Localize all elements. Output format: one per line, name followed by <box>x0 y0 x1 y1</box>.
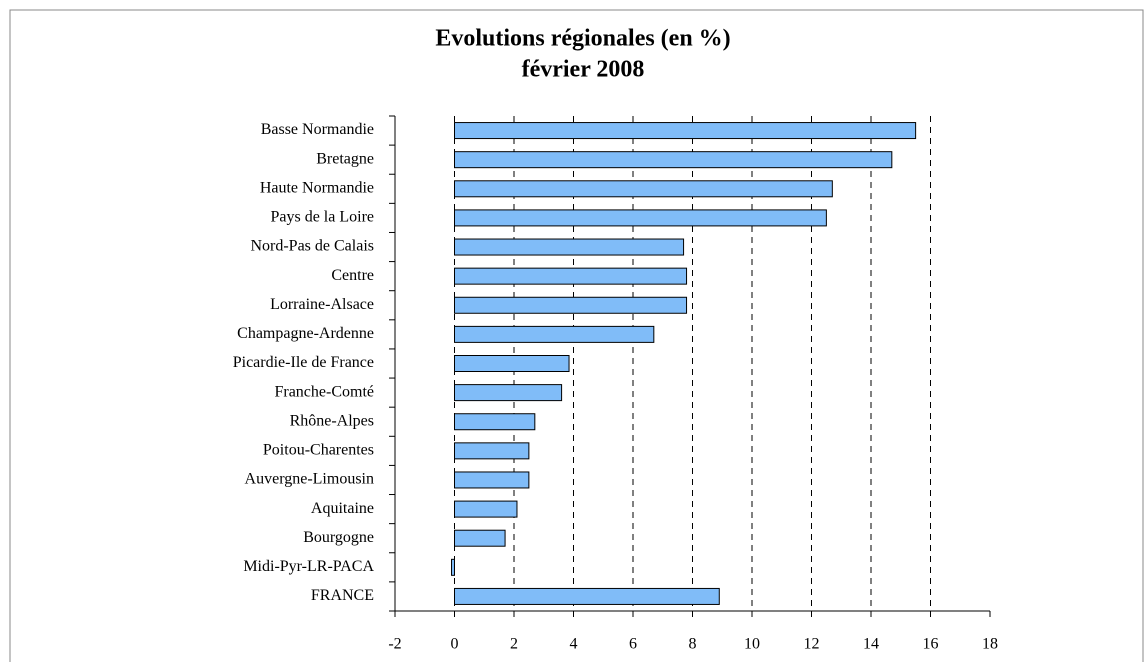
bar <box>454 355 570 372</box>
x-tick-label: 2 <box>510 636 518 653</box>
bar <box>454 296 688 314</box>
bar <box>454 587 720 605</box>
chart-frame <box>9 9 1144 662</box>
bar <box>454 413 536 431</box>
y-tick-label: Bourgogne <box>303 529 374 546</box>
x-tick-label: 0 <box>451 636 459 653</box>
bar <box>454 209 827 227</box>
chart-title: Evolutions régionales (en %) <box>435 26 730 52</box>
y-tick-label: Midi-Pyr-LR-PACA <box>243 558 374 575</box>
y-tick-label: Centre <box>331 267 374 284</box>
bar <box>454 442 530 460</box>
x-tick-label: 6 <box>629 636 637 653</box>
x-tick-label: 4 <box>570 636 578 653</box>
y-tick-label: Bretagne <box>316 150 374 167</box>
bar <box>454 180 833 198</box>
bar <box>454 122 917 140</box>
y-tick-label: Picardie-Ile de France <box>233 354 374 371</box>
y-tick-label: Haute Normandie <box>260 179 374 196</box>
y-tick-label: Poitou-Charentes <box>263 442 374 459</box>
bar <box>454 238 685 256</box>
x-tick-label: 14 <box>863 636 879 653</box>
chart-subtitle: février 2008 <box>522 57 645 83</box>
y-tick-label: Rhône-Alpes <box>290 412 374 429</box>
bar <box>454 151 893 169</box>
x-tick-label: 12 <box>804 636 820 653</box>
bar <box>454 384 563 402</box>
y-tick-label: Franche-Comté <box>274 383 374 400</box>
x-tick-label: 16 <box>923 636 939 653</box>
bar <box>454 267 688 285</box>
y-tick-label: Basse Normandie <box>261 121 374 138</box>
bar <box>454 529 506 547</box>
y-tick-label: Aquitaine <box>311 500 374 517</box>
bar <box>454 500 518 518</box>
x-tick-label: -2 <box>388 636 401 653</box>
y-tick-label: Auvergne-Limousin <box>245 471 374 488</box>
x-tick-label: 8 <box>689 636 697 653</box>
y-tick-label: Lorraine-Alsace <box>270 296 374 313</box>
y-tick-label: Champagne-Ardenne <box>237 325 374 342</box>
x-tick-label: 10 <box>744 636 760 653</box>
y-tick-label: Nord-Pas de Calais <box>250 238 374 255</box>
x-tick-label: 18 <box>982 636 998 653</box>
y-tick-label: FRANCE <box>311 587 374 604</box>
y-tick-label: Pays de la Loire <box>270 209 374 226</box>
bar <box>454 471 530 489</box>
bar <box>454 325 655 343</box>
bar <box>451 558 455 576</box>
